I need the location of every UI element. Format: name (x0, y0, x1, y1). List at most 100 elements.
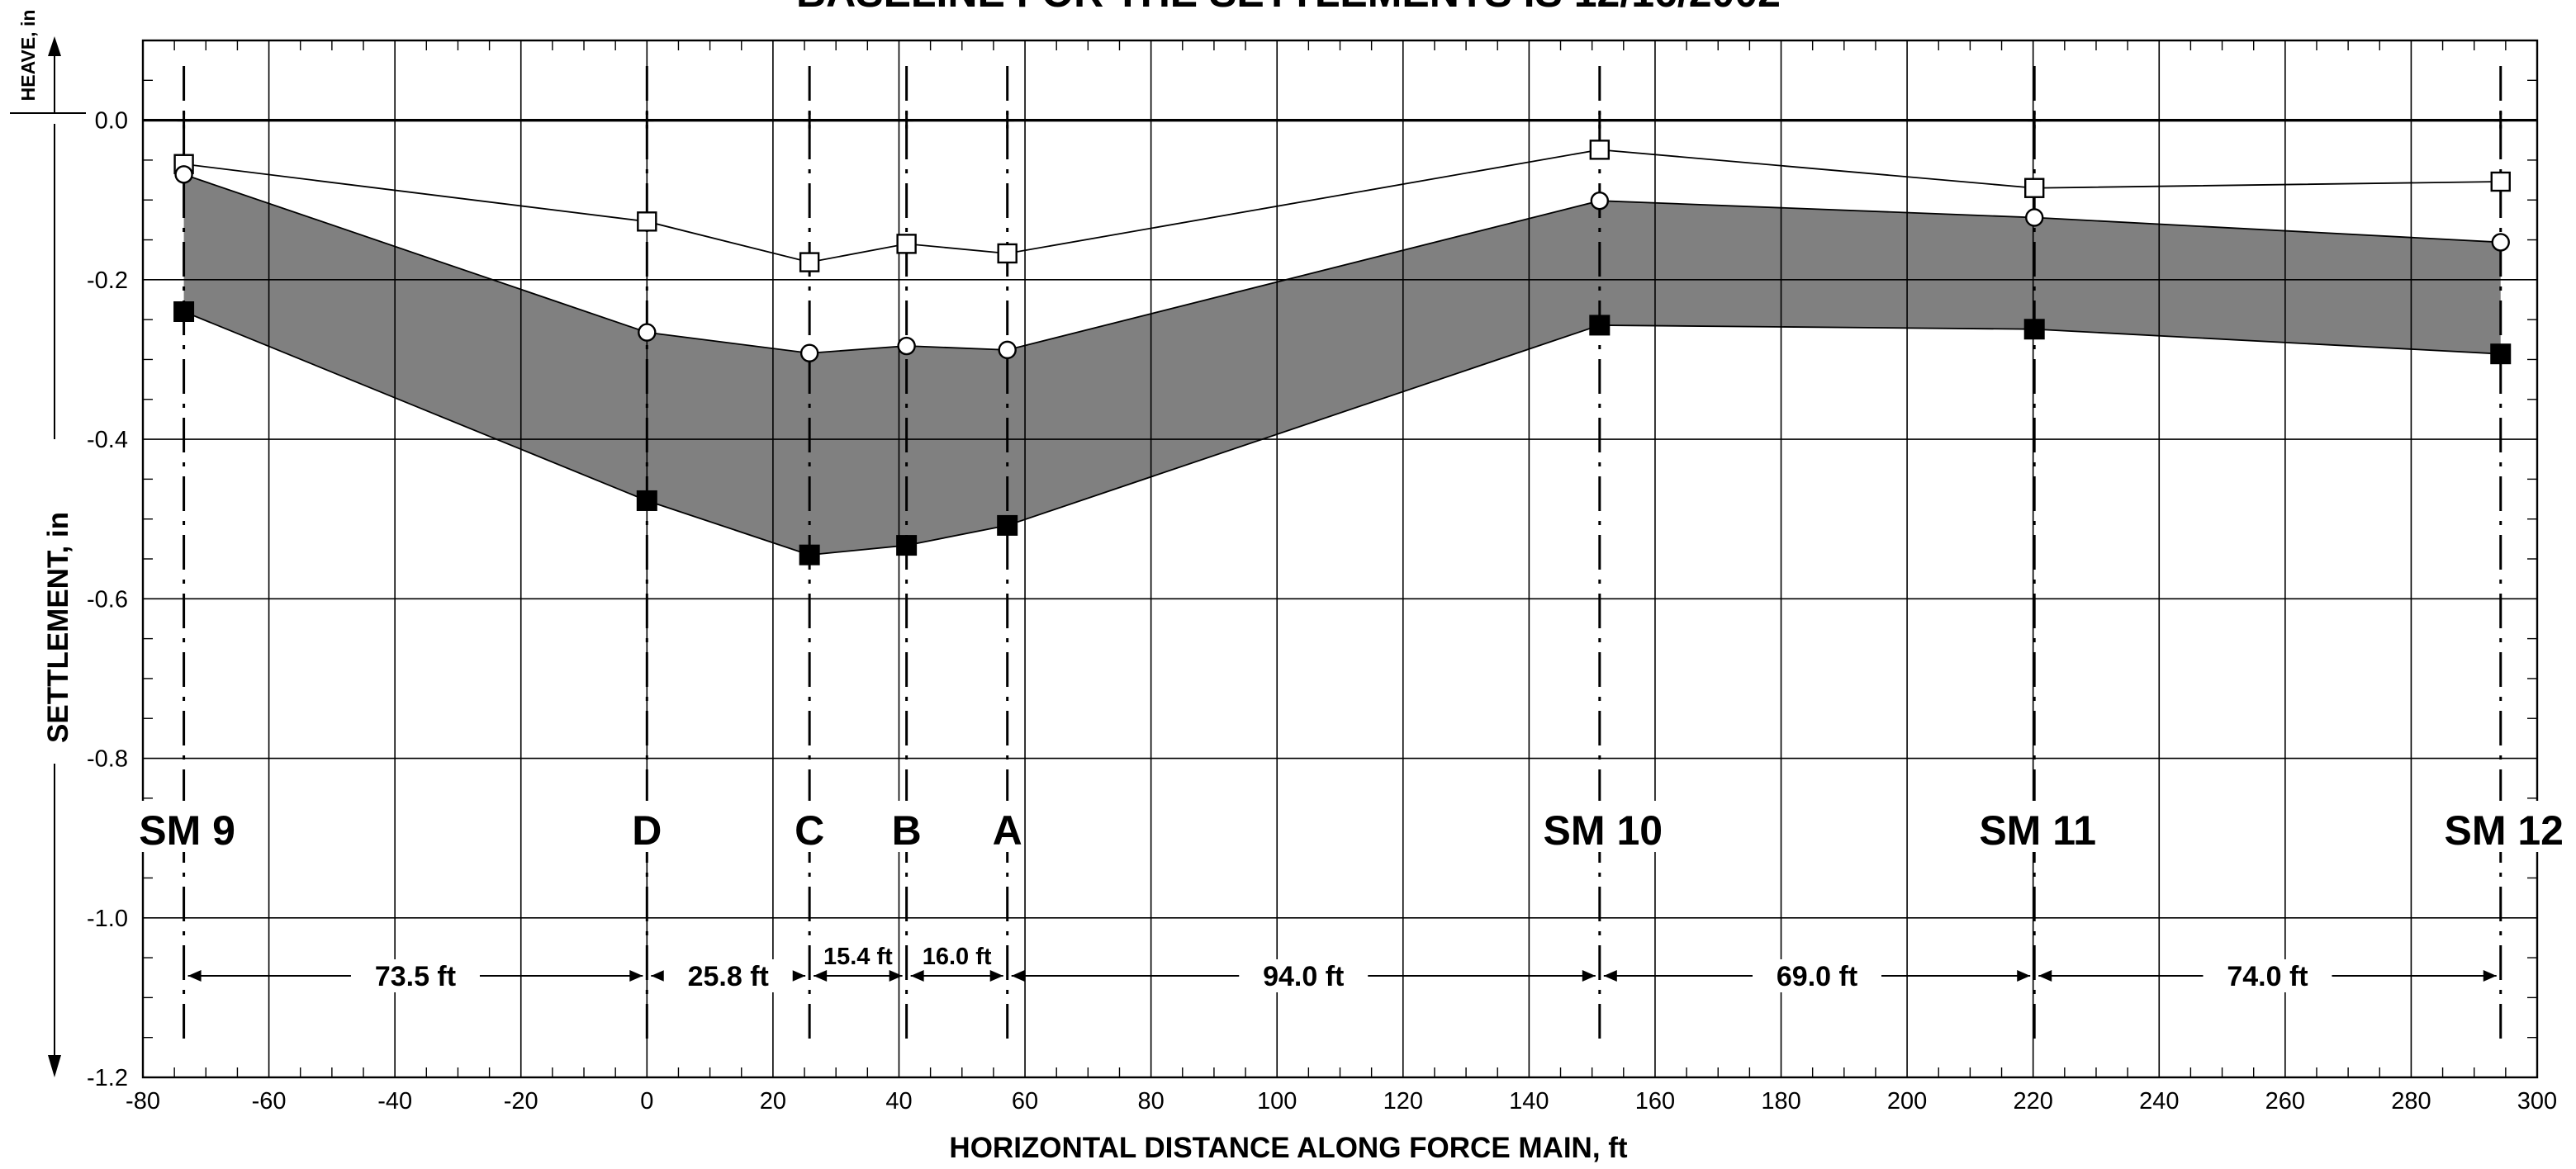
dimension-label: 25.8 ft (688, 961, 769, 992)
dimension-label: 15.4 ft (823, 944, 893, 970)
marker-open-square (2024, 177, 2045, 198)
settlement-band (183, 174, 2501, 556)
x-tick-label: -60 (252, 1088, 287, 1115)
dimension-arrow-left (1011, 970, 1025, 982)
location-label: C (795, 807, 824, 854)
x-tick-label: 160 (1635, 1088, 1675, 1115)
x-axis-title: HORIZONTAL DISTANCE ALONG FORCE MAIN, ft (949, 1132, 1627, 1164)
marker-filled-square (2490, 343, 2512, 365)
settlement-arrowhead (48, 1055, 61, 1077)
dimension-label: 74.0 ft (2227, 961, 2308, 992)
dimension-arrow-right (2483, 970, 2497, 982)
x-tick-label: -20 (504, 1088, 538, 1115)
dimension-label-bg (350, 959, 480, 992)
marker-filled-square (896, 535, 918, 556)
dimension-arrow-left (187, 970, 202, 982)
marker-cross (2493, 111, 2507, 129)
dimension-arrow-left (1603, 970, 1617, 982)
dimension-arrow-right (889, 970, 903, 982)
dimension-label: 73.5 ft (375, 961, 456, 992)
marker-open-square (896, 234, 917, 254)
chart-title: BASELINE FOR THE SETTLEMENTS IS 12/16/20… (796, 0, 1781, 16)
x-tick-label: 220 (2013, 1088, 2052, 1115)
x-tick-label: 200 (1887, 1088, 1927, 1115)
dimension-label-bg (663, 959, 793, 992)
x-tick-label: 0 (640, 1088, 653, 1115)
series-line (183, 149, 2501, 263)
dimension-label: 69.0 ft (1777, 961, 1857, 992)
marker-open-circle (897, 336, 916, 356)
y-tick-label: -0.4 (87, 427, 128, 453)
location-label-bg (2436, 801, 2565, 852)
location-label-bg (630, 801, 663, 852)
location-label-bg (890, 801, 923, 852)
marker-filled-square (636, 490, 657, 511)
dimension-label-bg (1753, 959, 1882, 992)
marker-cross (177, 111, 191, 129)
dimension-arrow-left (910, 970, 924, 982)
x-tick-label: 260 (2265, 1088, 2305, 1115)
axes: -80 -60 -40 -20 0 20 40 60 80 100 120 140 160 180 200 2… (10, 36, 2557, 1115)
x-tick-label: 60 (1012, 1088, 1038, 1115)
marker-open-square (1589, 140, 1611, 160)
location-label-bg (1970, 801, 2099, 852)
dimension-arrow-right (1582, 970, 1596, 982)
spacing-dimensions: 73.5 ft 25.8 ft 15.4 ft 16.0 ft 94.0 ft 69.0 … (187, 944, 2497, 992)
marker-open-square (997, 243, 1018, 264)
marker-cross (1000, 111, 1014, 129)
dimension-label: 94.0 ft (1263, 961, 1344, 992)
x-tick-label: 80 (1137, 1088, 1164, 1115)
y-tick-label: -1.2 (87, 1065, 128, 1091)
location-label: SM 11 (1979, 807, 2096, 854)
marker-filled-square (799, 544, 820, 566)
y-tick-label: -0.2 (87, 267, 128, 294)
series-line (183, 310, 2501, 556)
marker-open-circle (638, 323, 657, 342)
grid (142, 40, 2538, 1078)
marker-cross (2028, 111, 2042, 129)
series-lines (183, 119, 2501, 556)
location-label-bg (1535, 801, 1664, 852)
location-labels: SM 9 D C B A SM 10 SM 11 SM 12 (131, 801, 2565, 854)
marker-cross (1592, 111, 1606, 129)
marker-cross (803, 111, 817, 129)
x-tick-label: -40 (377, 1088, 412, 1115)
series-line (183, 173, 2501, 354)
x-tick-label: 280 (2391, 1088, 2431, 1115)
location-label-bg (991, 801, 1024, 852)
x-tick-label: 20 (760, 1088, 786, 1115)
dimension-arrow-right (629, 970, 643, 982)
heave-arrowhead (48, 36, 61, 56)
y-axis-title: SETTLEMENT, in (42, 512, 74, 743)
marker-cross (640, 111, 654, 129)
location-label: SM 9 (139, 807, 235, 854)
dimension-arrow-left (651, 970, 665, 982)
marker-filled-square (173, 301, 195, 322)
dimension-arrow-left (814, 970, 828, 982)
location-label: SM 12 (2444, 807, 2564, 854)
series-markers (173, 111, 2512, 566)
dimension-arrow-left (2038, 970, 2052, 982)
marker-open-circle (799, 343, 819, 362)
dimension-arrow-right (989, 970, 1003, 982)
marker-open-circle (998, 340, 1017, 360)
location-label: B (892, 807, 922, 854)
y-tick-label: 0.0 (95, 108, 128, 135)
location-label: D (632, 807, 662, 854)
y-tick-label: -0.6 (87, 586, 128, 613)
marker-filled-square (2023, 319, 2045, 340)
dimension-label-bg (2203, 959, 2332, 992)
x-tick-label: 180 (1761, 1088, 1800, 1115)
y-axis-title-heave: HEAVE, in (17, 10, 39, 102)
location-label: A (993, 807, 1022, 854)
dimension-label-bg (1239, 959, 1369, 992)
y-tick-label: -0.8 (87, 746, 128, 773)
dimension-arrow-right (792, 970, 806, 982)
x-tick-label: 140 (1509, 1088, 1549, 1115)
x-tick-label: 300 (2517, 1088, 2557, 1115)
location-label-bg (131, 801, 236, 852)
marker-open-circle (1590, 191, 1610, 211)
marker-cross (899, 111, 913, 129)
marker-open-circle (2025, 208, 2044, 227)
